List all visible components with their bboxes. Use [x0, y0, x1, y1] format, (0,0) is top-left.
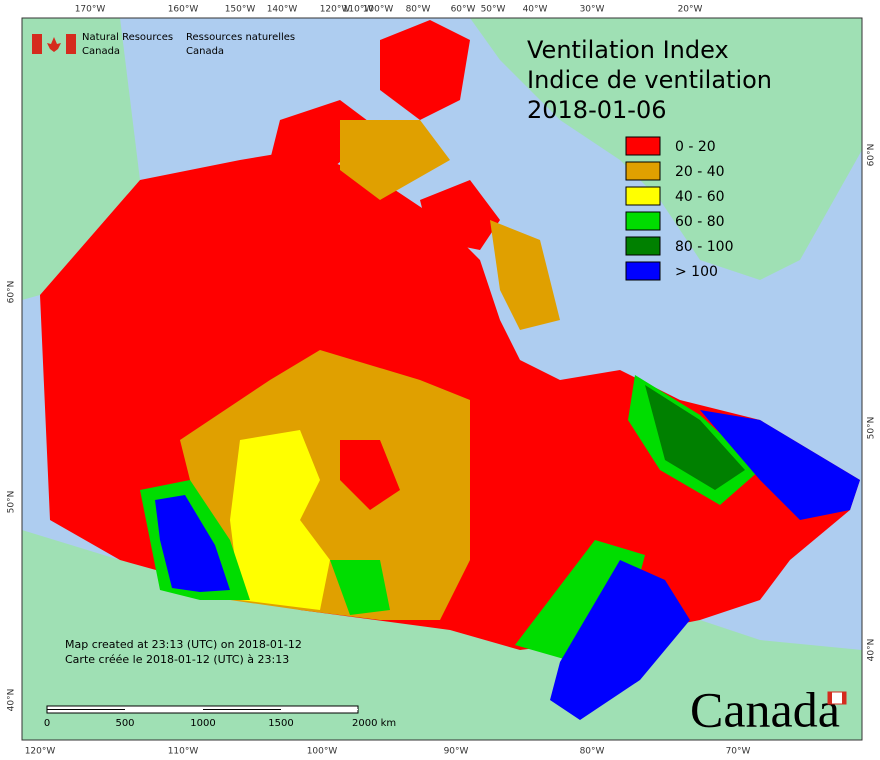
longitude-label: 80°W [580, 747, 605, 757]
latitude-label: 40°N [867, 639, 877, 662]
scale-label: 2000 km [352, 718, 396, 729]
legend-label: 60 - 80 [675, 214, 725, 230]
longitude-label: 120°W [25, 747, 56, 757]
united-states [22, 530, 862, 740]
longitude-label: 110°W [343, 5, 374, 15]
ventilation-zones [40, 20, 860, 720]
longitude-label: 20°W [678, 5, 703, 15]
map-title: Indice de ventilation [527, 66, 772, 94]
longitude-label: 50°W [481, 5, 506, 15]
latitude-label: 60°N [7, 281, 17, 304]
zone [700, 410, 860, 520]
longitude-label: 90°W [444, 747, 469, 757]
zone [490, 220, 560, 330]
zone [645, 385, 745, 490]
legend-swatch [625, 161, 661, 181]
longitude-label: 140°W [267, 5, 298, 15]
scale-label: 0 [44, 718, 50, 729]
latitude-label: 50°N [7, 491, 17, 514]
zone [550, 560, 690, 720]
greenland [470, 18, 862, 280]
longitude-label: 150°W [225, 5, 256, 15]
zone [340, 440, 400, 510]
longitude-label: 80°W [406, 5, 431, 15]
agency-fr: Ressources naturelles [186, 32, 295, 43]
note: Carte créée le 2018-01-12 (UTC) à 23:13 [65, 653, 289, 666]
longitude-label: 100°W [363, 5, 394, 15]
frame [21, 17, 863, 741]
wordmark: Canada [690, 681, 840, 737]
legend-swatch [625, 261, 661, 281]
legend-swatch [625, 186, 661, 206]
logo-flag-left [32, 34, 42, 54]
latitude-label: 50°N [867, 417, 877, 440]
agency-en: Natural Resources [82, 32, 173, 43]
legend: 0 - 20 20 - 40 40 - 60 60 - 80 80 - 100 > 100 [625, 136, 734, 281]
longitude-label: 160°W [168, 5, 199, 15]
scale-label: 1000 [190, 718, 215, 729]
zone [340, 120, 450, 200]
agency-en: Canada [82, 46, 120, 57]
longitude-label: 170°W [75, 5, 106, 15]
zone [380, 20, 470, 120]
longitude-label: 60°W [451, 5, 476, 15]
zone [420, 180, 500, 250]
alaska [22, 18, 140, 300]
longitude-label: 110°W [168, 747, 199, 757]
legend-label: 80 - 100 [675, 239, 734, 255]
scale-bar: 0 500 1000 1500 2000 km [44, 705, 396, 729]
scale-label: 500 [115, 718, 134, 729]
wordmark-flag-band [828, 692, 832, 704]
agency-fr: Canada [186, 46, 224, 57]
latitude-label: 60°N [867, 144, 877, 167]
legend-label: 0 - 20 [675, 139, 716, 155]
longitude-label: 30°W [580, 5, 605, 15]
legend-swatch [625, 236, 661, 256]
legend-label: 40 - 60 [675, 189, 725, 205]
map-title: Ventilation Index [527, 36, 729, 64]
zone [330, 560, 390, 615]
map-date: 2018-01-06 [527, 96, 666, 124]
legend-label: 20 - 40 [675, 164, 725, 180]
note: Map created at 23:13 (UTC) on 2018-01-12 [65, 638, 302, 651]
logo-leaf [47, 37, 61, 52]
wordmark-flag-band [842, 692, 846, 704]
latitude-label: 40°N [7, 689, 17, 712]
scale-label: 1500 [268, 718, 293, 729]
zone [155, 495, 230, 592]
longitude-label: 70°W [726, 747, 751, 757]
legend-label: > 100 [675, 264, 718, 280]
legend-swatch [625, 136, 661, 156]
logo-flag-right [66, 34, 76, 54]
longitude-label: 40°W [523, 5, 548, 15]
zone [230, 430, 330, 610]
longitude-label: 120°W [320, 5, 351, 15]
longitude-label: 100°W [307, 747, 338, 757]
legend-swatch [625, 211, 661, 231]
zone [270, 100, 380, 170]
